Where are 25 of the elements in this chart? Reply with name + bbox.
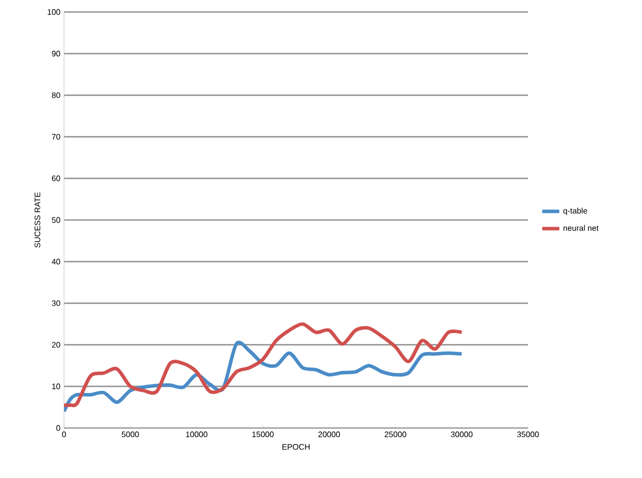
y-tick-label: 20	[52, 342, 60, 348]
x-tick-label: 25000	[384, 432, 406, 438]
y-tick-label: 100	[48, 9, 60, 15]
x-tick-label: 30000	[450, 432, 473, 438]
x-tick-label: 35000	[517, 432, 539, 438]
x-axis-title: EPOCH	[282, 444, 310, 450]
x-tick-label: 20000	[318, 432, 340, 438]
x-tick-label: 10000	[186, 432, 208, 438]
x-tick-label: 15000	[252, 432, 274, 438]
y-tick-label: 10	[52, 384, 60, 390]
x-tick-label: 5000	[122, 432, 139, 438]
y-tick-label: 40	[52, 258, 60, 264]
legend-label: q-table	[563, 208, 588, 216]
y-tick-label: 50	[52, 217, 60, 223]
x-tick-label: 0	[62, 432, 66, 438]
y-axis-title: SUCESS RATE	[34, 192, 40, 248]
y-tick-label: 90	[52, 50, 60, 56]
y-tick-label: 70	[52, 134, 60, 140]
legend-label: neural net	[564, 224, 599, 231]
y-tick-label: 60	[52, 176, 60, 182]
y-tick-label: 0	[56, 425, 60, 431]
y-tick-label: 30	[52, 300, 60, 306]
y-tick-label: 80	[52, 92, 60, 98]
line-series	[64, 322, 464, 407]
line-series	[64, 341, 464, 414]
